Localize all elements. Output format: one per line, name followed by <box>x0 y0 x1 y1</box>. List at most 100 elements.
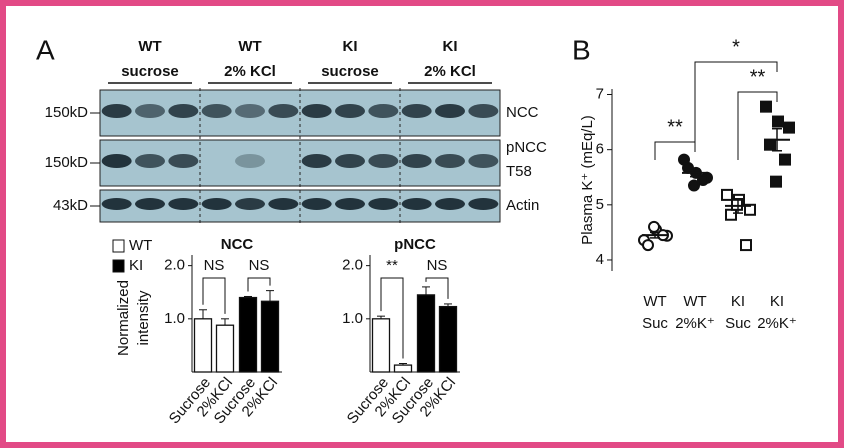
band <box>368 198 399 210</box>
x-tick-sublabel: Suc <box>642 315 668 332</box>
band <box>168 198 199 210</box>
legend-label: WT <box>129 237 152 254</box>
y-tick-label: 6 <box>596 141 604 158</box>
significance-label: ** <box>386 257 398 274</box>
band <box>235 198 265 210</box>
significance-bracket <box>694 61 778 142</box>
band <box>301 154 332 168</box>
band <box>101 198 132 210</box>
significance-bracket <box>654 141 696 160</box>
point <box>682 161 694 174</box>
significance-label: ** <box>667 116 683 138</box>
band <box>368 154 399 168</box>
protein-label: T58 <box>506 163 532 180</box>
bar <box>260 300 280 373</box>
y-axis-label: Plasma K⁺ (mEq/L) <box>579 115 596 245</box>
y-tick-label: 4 <box>596 251 604 268</box>
mw-marker: 43kD <box>53 197 88 214</box>
band <box>435 104 465 118</box>
band <box>401 198 432 210</box>
significance-label: NS <box>427 257 448 274</box>
bar <box>393 364 413 373</box>
x-tick-sublabel: 2%K⁺ <box>757 315 797 332</box>
bar <box>215 324 235 373</box>
point <box>725 208 737 221</box>
mw-marker: 150kD <box>45 154 89 171</box>
significance-bracket <box>425 277 449 299</box>
protein-label: pNCC <box>506 139 547 156</box>
significance-label: * <box>732 36 740 58</box>
protein-label: NCC <box>506 104 539 121</box>
band <box>101 104 132 118</box>
y-tick-label: 1.0 <box>342 310 363 327</box>
bar <box>193 318 213 373</box>
legend-swatch <box>112 239 125 253</box>
band <box>168 104 199 118</box>
panel-label: B <box>572 34 591 65</box>
band <box>135 198 165 210</box>
band <box>268 104 299 118</box>
band <box>401 154 432 168</box>
legend-label: KI <box>129 257 143 274</box>
band <box>201 198 232 210</box>
band <box>301 104 332 118</box>
band <box>435 198 465 210</box>
band <box>335 154 365 168</box>
significance-label: NS <box>204 257 225 274</box>
group-genotype: WT <box>238 38 261 55</box>
x-tick-label: KI <box>770 293 784 310</box>
group-treatment: 2% KCl <box>424 63 476 80</box>
band <box>135 104 165 118</box>
band <box>201 104 232 118</box>
y-tick-label: 5 <box>596 196 604 213</box>
y-axis-label: intensity <box>135 290 152 346</box>
point <box>688 179 700 192</box>
point <box>779 153 791 166</box>
x-tick-sublabel: 2%K⁺ <box>675 315 715 332</box>
group-treatment: sucrose <box>121 63 179 80</box>
significance-bracket <box>202 277 226 314</box>
band <box>468 154 499 168</box>
band <box>468 104 499 118</box>
protein-label: Actin <box>506 197 539 214</box>
group-treatment: sucrose <box>321 63 379 80</box>
significance-bracket <box>737 91 778 160</box>
band <box>335 104 365 118</box>
point <box>764 138 776 151</box>
band <box>368 104 399 118</box>
point <box>772 115 784 128</box>
y-tick-label: 2.0 <box>342 257 363 274</box>
bar <box>371 318 391 373</box>
legend-swatch <box>112 259 125 273</box>
point <box>783 121 795 134</box>
band <box>401 104 432 118</box>
bar <box>438 305 458 373</box>
band <box>101 154 132 168</box>
point <box>648 220 660 233</box>
band <box>168 154 199 168</box>
band <box>135 154 165 168</box>
panel-label: A <box>36 34 55 65</box>
y-tick-label: 1.0 <box>164 310 185 327</box>
chart-title: NCC <box>221 236 254 253</box>
point <box>697 174 709 186</box>
bar <box>238 296 258 373</box>
group-treatment: 2% KCl <box>224 63 276 80</box>
x-tick-label: KI <box>731 293 745 310</box>
point <box>642 239 654 252</box>
point <box>770 175 782 188</box>
x-tick-label: WT <box>643 293 666 310</box>
point <box>740 239 752 252</box>
x-tick-sublabel: Suc <box>725 315 751 332</box>
group-genotype: KI <box>343 38 358 55</box>
band <box>235 104 265 118</box>
significance-bracket <box>247 277 271 292</box>
bar <box>416 294 436 373</box>
significance-label: ** <box>750 66 766 88</box>
point <box>760 100 772 113</box>
point <box>731 198 743 211</box>
band <box>235 154 265 168</box>
band <box>468 198 499 210</box>
